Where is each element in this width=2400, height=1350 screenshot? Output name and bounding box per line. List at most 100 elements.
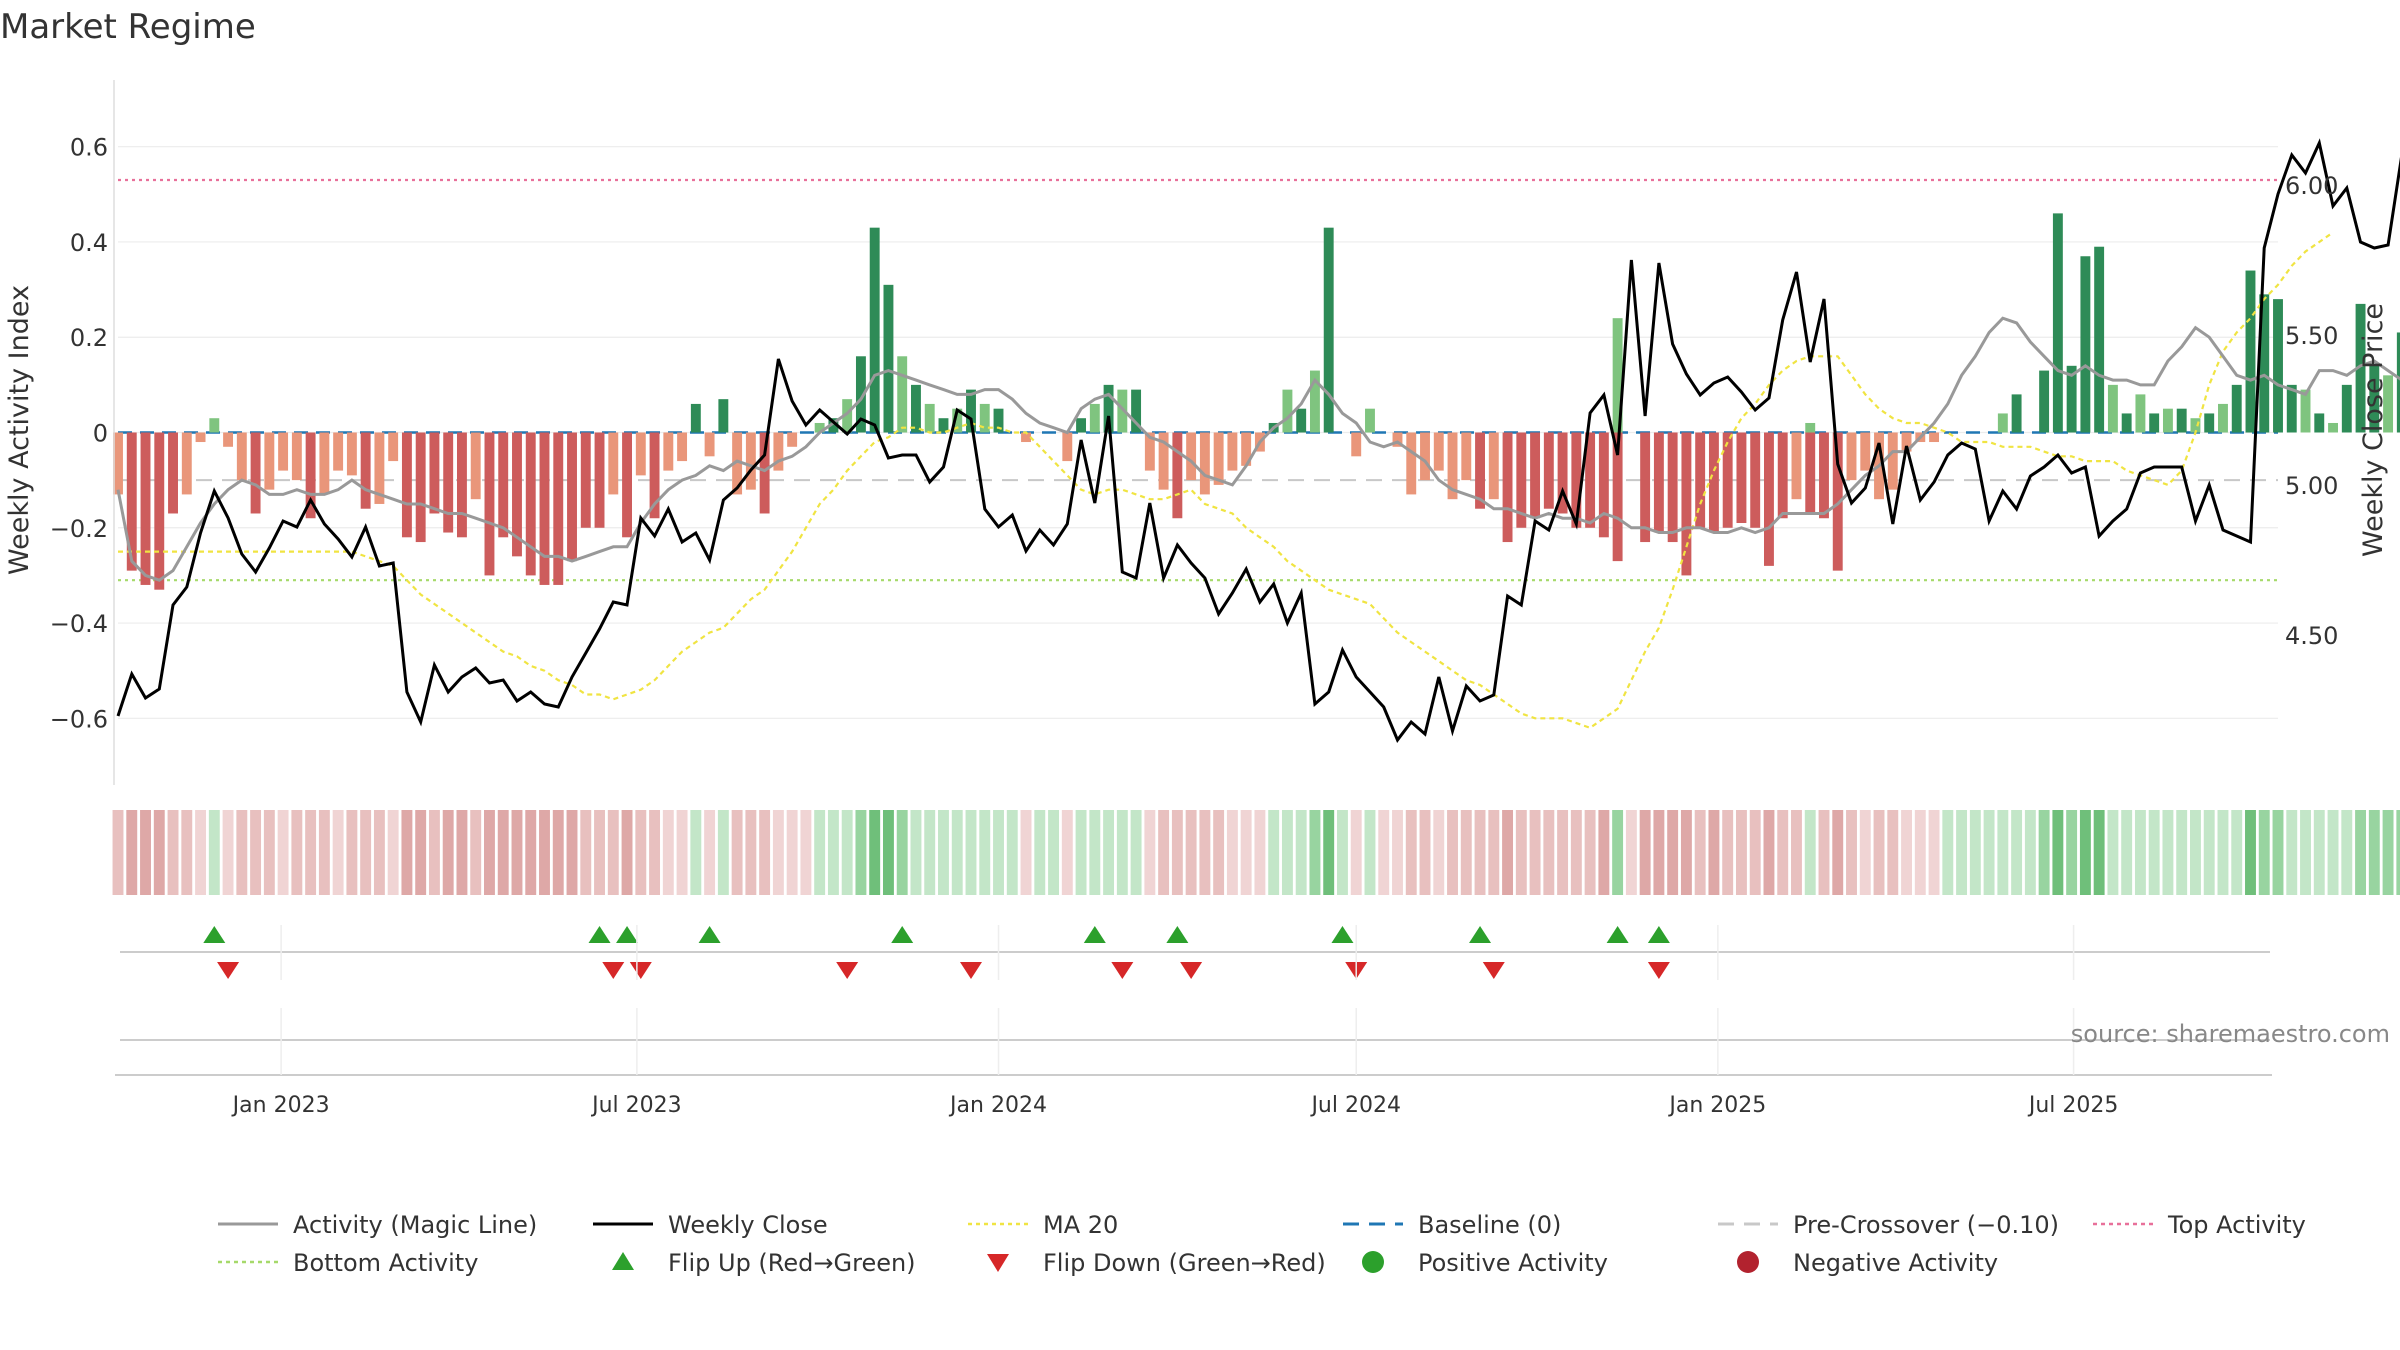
flip-up-marker [1331,926,1354,943]
negative-bar [594,432,605,528]
regime-cell [484,810,495,895]
regime-cell [2011,810,2023,895]
negative-bar [773,432,784,471]
chart-title: Market Regime [0,7,256,47]
negative-bar [1351,432,1362,457]
legend-label: Pre-Crossover (−0.10) [1793,1211,2059,1239]
regime-cell [1350,810,1362,895]
regime-cell [415,810,427,895]
regime-cell [181,810,193,895]
negative-bar [154,432,165,590]
regime-cell [1529,810,1541,895]
negative-bar [1640,432,1651,543]
negative-bar [319,432,330,495]
positive-bar [2286,384,2297,433]
positive-bar [855,356,866,433]
regime-cell [2368,810,2380,895]
negative-bar [1461,432,1472,481]
positive-bar [1131,389,1142,433]
legend-swatch [987,1254,1009,1272]
negative-bar [1722,432,1733,528]
negative-bar [195,432,206,443]
regime-cell [2079,810,2091,895]
negative-bar [181,432,192,495]
regime-cell [2093,810,2105,895]
regime-cell [1515,810,1527,895]
positive-bar [2396,332,2400,433]
positive-bar [2273,299,2283,433]
x-tick-label: Jan 2024 [948,1093,1047,1118]
positive-bar [1076,418,1087,433]
positive-bar [2149,413,2160,433]
positive-bar [911,384,921,433]
negative-bar [305,432,316,519]
regime-cell [993,810,1004,895]
regime-cell [153,810,165,895]
positive-bar [1103,384,1114,433]
legend-label: Top Activity [2167,1211,2306,1239]
negative-bar [1805,432,1816,514]
regime-cell [126,810,138,895]
negative-bar [470,432,481,500]
negative-bar [1158,432,1169,490]
legend-label: Positive Activity [1418,1249,1608,1277]
regime-cell [786,810,798,895]
flip-up-marker [1469,926,1492,943]
axes: 0.6 0.4 0.2 0 −0.2 −0.4 −0.6 6.00 5.50 5.00 4.50 [50,80,2338,785]
flip-down-marker [959,962,982,979]
regime-cell [1914,810,1926,895]
regime-cell [690,810,702,895]
x-tick-label: Jul 2024 [1309,1093,1401,1118]
regime-cell [1048,810,1059,895]
regime-cell [1309,810,1321,895]
flip-up-marker [1166,926,1189,943]
regime-cell [2066,810,2078,895]
positive-bar [1997,413,2008,433]
positive-bar [209,418,220,433]
regime-cell [1680,810,1692,895]
regime-cell [1295,810,1307,895]
negative-bar [1420,432,1430,481]
regime-cell [2341,810,2353,895]
negative-bar [1530,432,1541,519]
negative-bar [525,432,536,576]
regime-cell [2107,810,2119,895]
regime-cell [291,810,303,895]
regime-cell [497,810,509,895]
positive-bar [842,399,853,433]
negative-bar [704,432,715,457]
flip-down-marker [629,962,652,979]
regime-cell [1708,810,1720,895]
y-tick-label-right: 5.00 [2285,472,2338,500]
regime-cell [1089,810,1101,895]
flip-down-marker [1111,962,1134,979]
positive-bar [2190,418,2201,433]
y-tick-label-left: 0.2 [70,324,108,352]
y-axis-label-left: Weekly Activity Index [4,285,35,575]
negative-bar [415,432,426,543]
positive-bar [2383,375,2394,433]
negative-bar [1516,432,1527,528]
positive-bar [952,408,963,433]
flip-up-marker [588,926,611,943]
x-tick-label: Jul 2025 [2027,1093,2119,1118]
positive-bar [2300,389,2311,433]
regime-cell [1928,810,1940,895]
regime-cell [1006,810,1018,895]
regime-cell [1667,810,1679,895]
regime-cell [649,810,661,895]
regime-cell [2355,810,2367,895]
negative-bar [1241,432,1252,466]
negative-bar [1186,432,1197,481]
legend-label: Flip Down (Green→Red) [1043,1249,1326,1277]
regime-cell [140,810,151,895]
positive-bar [2107,384,2118,433]
regime-cell [2176,810,2188,895]
regime-cell [332,810,344,895]
negative-bar [1653,432,1664,533]
positive-bar [2231,384,2242,433]
positive-bar [2121,413,2132,433]
positive-bar [2094,246,2105,433]
regime-cell [1804,810,1816,895]
x-tick-label: Jan 2023 [231,1093,330,1118]
